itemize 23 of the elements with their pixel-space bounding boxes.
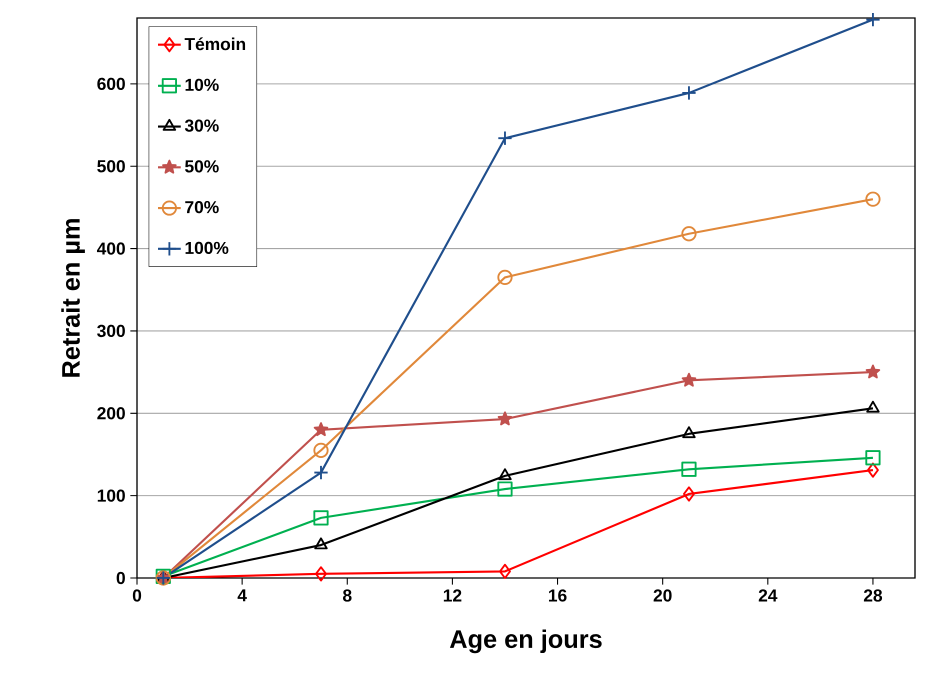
legend-label: 70%: [185, 201, 219, 214]
x-tick-label: 0: [132, 589, 142, 602]
y-tick-label: 0: [116, 572, 125, 584]
y-tick-label: 100: [98, 489, 125, 502]
legend-label: 10%: [186, 78, 219, 91]
legend-label: 50%: [185, 160, 219, 173]
x-tick-label: 20: [654, 589, 672, 602]
x-tick-label: 16: [548, 589, 567, 602]
legend-label: 100%: [186, 242, 228, 254]
y-tick-label: 400: [96, 242, 125, 255]
x-tick-label: 12: [444, 589, 462, 602]
y-tick-label: 500: [97, 160, 125, 172]
legend-label: Témoin: [184, 37, 246, 50]
x-tick-label: 8: [342, 589, 352, 602]
y-tick-label: 200: [97, 407, 125, 420]
y-tick-label: 600: [97, 78, 125, 90]
y-tick-label: 300: [97, 324, 125, 338]
y-axis-title: Retrait en µm: [61, 219, 85, 377]
x-tick-label: 24: [758, 589, 778, 602]
x-tick-label: 28: [864, 589, 882, 602]
x-tick-label: 4: [238, 589, 247, 602]
legend-label: 30%: [184, 119, 219, 132]
x-axis-title: Age en jours: [450, 629, 602, 654]
